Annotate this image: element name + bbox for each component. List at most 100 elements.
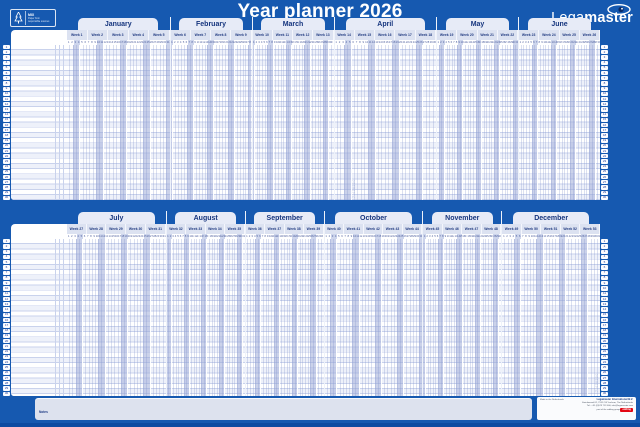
day-number: 25 bbox=[315, 40, 318, 44]
day-cell bbox=[381, 45, 384, 200]
day-cell bbox=[315, 239, 319, 396]
day-number: 24 bbox=[143, 40, 147, 45]
day-cell bbox=[472, 45, 476, 200]
bottom-edge bbox=[0, 423, 640, 427]
day-number: 22 bbox=[390, 234, 395, 238]
day-number: 14 bbox=[554, 40, 557, 45]
month-block-december: December Week 49 Week 50 Week 51 Week 52 Week… bbox=[501, 211, 600, 396]
row-number: 18 bbox=[601, 328, 608, 333]
day-cell bbox=[178, 45, 181, 200]
day-number-strip: 1234567891011121314151617181920212223242… bbox=[423, 234, 502, 239]
day-cell bbox=[494, 45, 497, 200]
day-cell bbox=[317, 45, 321, 200]
day-number: 20 bbox=[225, 40, 229, 44]
day-cell bbox=[578, 45, 581, 200]
day-cell bbox=[574, 239, 578, 396]
row-number: 18 bbox=[3, 328, 10, 333]
day-cell bbox=[412, 239, 416, 396]
row-number: 29 bbox=[601, 386, 608, 391]
day-cell bbox=[395, 45, 399, 200]
month-grid bbox=[423, 239, 502, 396]
day-number: 6 bbox=[258, 234, 262, 239]
day-cell bbox=[425, 45, 429, 200]
day-cell bbox=[181, 45, 184, 200]
day-number: 13 bbox=[375, 40, 379, 44]
week-label: Week 1 bbox=[67, 30, 88, 40]
row-number: 9 bbox=[601, 86, 608, 91]
day-number: 27 bbox=[232, 234, 235, 238]
month-tab: May bbox=[445, 18, 510, 30]
day-cell bbox=[349, 239, 352, 396]
day-cell bbox=[195, 45, 199, 200]
week-label: Week 47 bbox=[462, 224, 482, 234]
day-number: 19 bbox=[299, 40, 303, 44]
day-cell bbox=[272, 45, 276, 200]
day-number: 19 bbox=[559, 234, 563, 239]
week-label: Week 24 bbox=[539, 30, 560, 40]
day-cell bbox=[291, 45, 294, 200]
day-cell bbox=[276, 239, 279, 396]
week-header-row: Week 40 Week 41 Week 42 Week 43 Week 44 bbox=[324, 224, 423, 234]
day-number: 19 bbox=[211, 234, 215, 238]
day-cell bbox=[263, 239, 266, 396]
day-number: 20 bbox=[570, 40, 574, 45]
day-cell bbox=[318, 239, 321, 396]
day-number: 19 bbox=[381, 234, 385, 238]
day-cell bbox=[512, 45, 516, 200]
day-number: 18 bbox=[123, 40, 127, 45]
day-cell bbox=[567, 45, 570, 200]
day-number: 11 bbox=[98, 234, 103, 239]
day-number: 1 bbox=[503, 234, 505, 238]
day-number: 8 bbox=[91, 40, 93, 44]
day-number: 31 bbox=[330, 40, 334, 44]
month-tab: January bbox=[78, 18, 159, 30]
day-cell bbox=[490, 239, 494, 396]
day-cell bbox=[88, 239, 92, 396]
day-cell bbox=[453, 239, 457, 396]
day-number: 5 bbox=[177, 234, 179, 238]
day-number: 26 bbox=[146, 234, 150, 239]
week-label: Week 36 bbox=[245, 224, 266, 234]
week-label: Week 22 bbox=[497, 30, 518, 40]
day-cell bbox=[371, 45, 375, 200]
row-number: 5 bbox=[601, 260, 608, 265]
day-number: 2 bbox=[71, 40, 73, 44]
day-number: 28 bbox=[153, 234, 157, 238]
day-cell bbox=[249, 239, 253, 396]
day-cell bbox=[371, 239, 374, 396]
week-label: Week 3 bbox=[108, 30, 129, 40]
week-label: Week 39 bbox=[304, 224, 324, 234]
day-cell bbox=[273, 239, 277, 396]
day-cell bbox=[320, 239, 324, 396]
row-number: 29 bbox=[3, 190, 10, 195]
day-number: 19 bbox=[222, 40, 226, 44]
day-number: 9 bbox=[93, 234, 95, 238]
day-cell bbox=[186, 239, 189, 396]
day-cell bbox=[523, 45, 526, 200]
day-cell bbox=[542, 239, 546, 396]
day-number: 20 bbox=[294, 234, 298, 239]
day-cell bbox=[281, 239, 284, 396]
day-number: 13 bbox=[551, 40, 555, 45]
day-number: 19 bbox=[567, 40, 571, 44]
day-number: 6 bbox=[341, 234, 343, 238]
day-number: 31 bbox=[419, 234, 423, 239]
day-cell bbox=[203, 239, 207, 396]
row-number: 4 bbox=[3, 60, 10, 65]
day-number: 14 bbox=[279, 234, 282, 238]
day-number: 3 bbox=[429, 234, 431, 238]
month-block-may: May Week 19 Week 20 Week 21 Week 22 1 2 3 4 5 6 7 8 9… bbox=[436, 17, 518, 200]
day-number: 17 bbox=[552, 234, 556, 238]
row-number: 20 bbox=[3, 143, 10, 149]
week-label: Week 42 bbox=[363, 224, 384, 234]
day-number: 8 bbox=[264, 234, 266, 238]
week-label: Week 48 bbox=[481, 224, 502, 234]
day-number: 28 bbox=[248, 40, 252, 45]
day-cell bbox=[140, 239, 143, 396]
day-number: 18 bbox=[467, 234, 470, 238]
day-number: 26 bbox=[242, 40, 246, 44]
row-number: 17 bbox=[601, 322, 608, 328]
day-cell bbox=[278, 239, 282, 396]
day-number: 5 bbox=[530, 40, 532, 44]
month-tab-row: May bbox=[437, 17, 518, 30]
